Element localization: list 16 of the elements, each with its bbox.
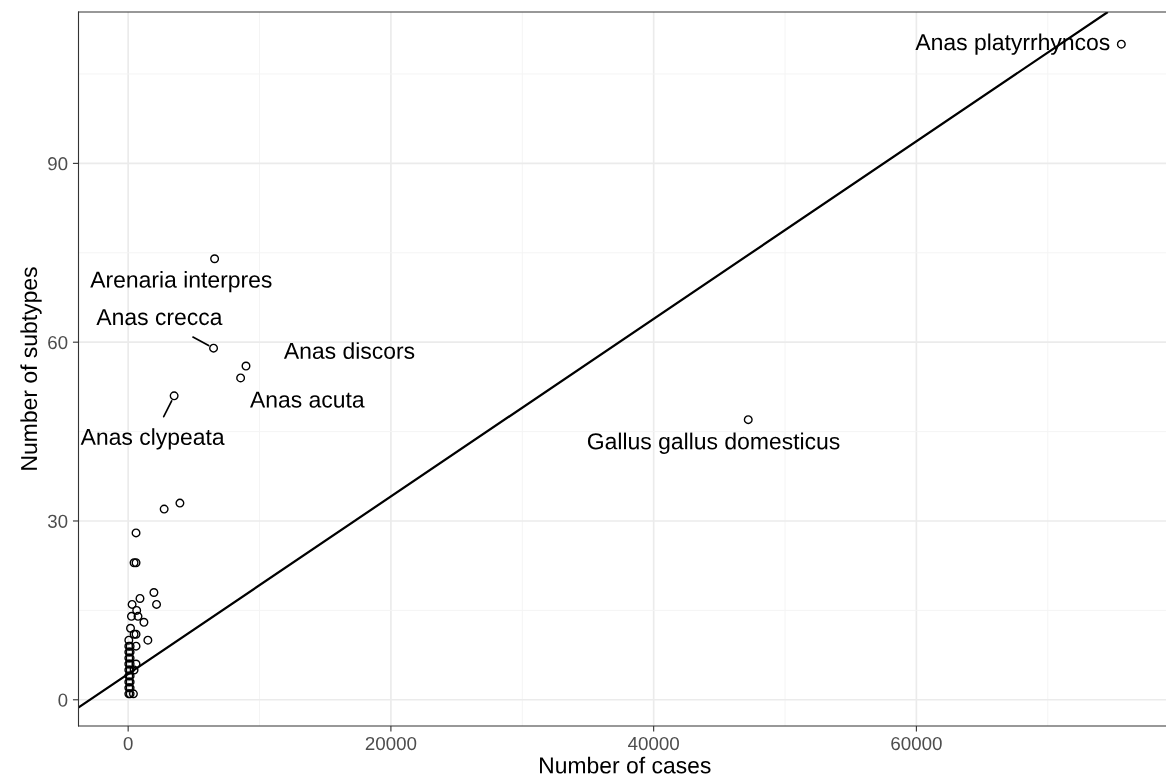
y-tick-label: 0	[58, 693, 68, 707]
annotation: Anas acuta	[250, 391, 365, 408]
x-tick-label: 40000	[628, 736, 679, 751]
annotation: Gallus gallus domesticus	[587, 432, 840, 454]
y-tick-label: 90	[48, 157, 68, 171]
y-tick-label: 60	[48, 335, 68, 350]
x-tick-label: 20000	[365, 736, 417, 751]
annotation: Anas crecca	[96, 309, 223, 326]
annotation: Arenaria interpres	[90, 270, 272, 293]
x-axis-title: Number of cases	[540, 756, 711, 774]
y-tick-label: 30	[47, 514, 68, 528]
x-tick-label: 0	[123, 736, 133, 751]
annotation: Anas discors	[283, 342, 415, 359]
annotation: Anas clypeata	[80, 428, 225, 450]
y-axis-title: Number of subtypes	[20, 267, 42, 470]
x-tick-label: 60000	[891, 736, 942, 751]
